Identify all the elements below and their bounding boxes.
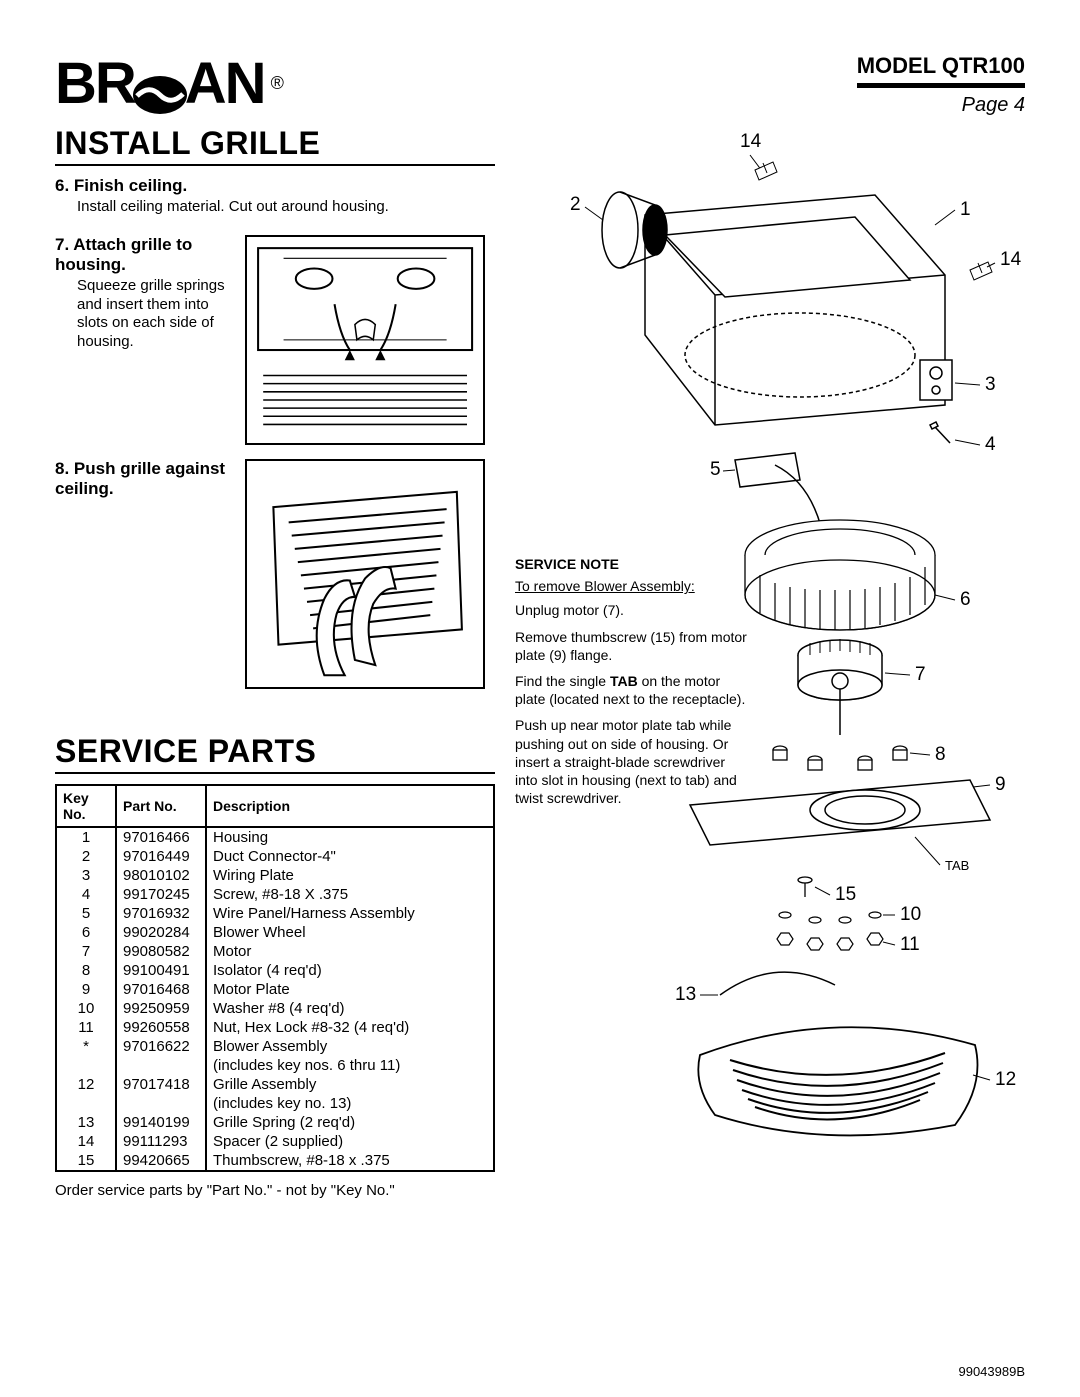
- step-8: 8. Push grille against ceiling.: [55, 459, 495, 689]
- service-note-p3: Find the single TAB on the motor plate (…: [515, 672, 750, 708]
- table-row: (includes key no. 13): [56, 1094, 494, 1113]
- step-8-illustration: [245, 459, 485, 689]
- col-part: Part No.: [116, 785, 206, 827]
- table-row: 197016466Housing: [56, 827, 494, 847]
- callout-6: 6: [960, 589, 971, 610]
- table-row: 997016468Motor Plate: [56, 980, 494, 999]
- service-note-p1: Unplug motor (7).: [515, 601, 750, 619]
- brand-text-1: BR: [55, 50, 135, 117]
- callout-8: 8: [935, 744, 946, 765]
- col-key: Key No.: [56, 785, 116, 827]
- install-grille-heading: INSTALL GRILLE: [55, 125, 495, 166]
- tab-label: TAB: [945, 858, 969, 873]
- brand-wave-icon: [131, 63, 189, 105]
- table-row: 899100491Isolator (4 req'd): [56, 961, 494, 980]
- callout-5: 5: [710, 459, 721, 480]
- callout-11: 11: [900, 934, 920, 955]
- left-column: INSTALL GRILLE 6. Finish ceiling. Instal…: [55, 125, 495, 1199]
- col-desc: Description: [206, 785, 494, 827]
- service-note-subtitle: To remove Blower Assembly:: [515, 577, 750, 595]
- table-row: *97016622Blower Assembly: [56, 1037, 494, 1056]
- step-7-body: Squeeze grille springs and insert them i…: [77, 277, 235, 352]
- service-note: SERVICE NOTE To remove Blower Assembly: …: [515, 555, 750, 815]
- table-row: 1499111293Spacer (2 supplied): [56, 1132, 494, 1151]
- table-row: 1297017418Grille Assembly: [56, 1075, 494, 1094]
- service-note-title: SERVICE NOTE: [515, 555, 750, 573]
- step-7-title: 7. Attach grille to housing.: [55, 235, 235, 275]
- page-header: BR AN ® MODEL QTR100 Page 4: [55, 50, 1025, 117]
- step-7-illustration: [245, 235, 485, 445]
- callout-12: 12: [995, 1069, 1016, 1090]
- table-row: (includes key nos. 6 thru 11): [56, 1056, 494, 1075]
- order-note: Order service parts by "Part No." - not …: [55, 1182, 495, 1199]
- callout-13: 13: [675, 984, 696, 1005]
- document-number: 99043989B: [958, 1364, 1025, 1379]
- page-number: Page 4: [857, 94, 1025, 117]
- table-row: 1099250959Washer #8 (4 req'd): [56, 999, 494, 1018]
- callout-9: 9: [995, 774, 1006, 795]
- callout-3: 3: [985, 374, 996, 395]
- right-column: 14 1 2 14: [515, 125, 1025, 1199]
- callout-7: 7: [915, 664, 926, 685]
- parts-table: Key No. Part No. Description 197016466Ho…: [55, 784, 495, 1172]
- service-note-p4: Push up near motor plate tab while pushi…: [515, 716, 750, 807]
- step-6-body: Install ceiling material. Cut out around…: [77, 198, 495, 217]
- callout-1: 1: [960, 199, 971, 220]
- step-6-title: 6. Finish ceiling.: [55, 176, 495, 196]
- brand-logo: BR AN ®: [55, 50, 282, 117]
- table-row: 699020284Blower Wheel: [56, 923, 494, 942]
- model-block: MODEL QTR100 Page 4: [857, 53, 1025, 117]
- step-7: 7. Attach grille to housing. Squeeze gri…: [55, 235, 495, 445]
- table-row: 1599420665Thumbscrew, #8-18 x .375: [56, 1151, 494, 1171]
- model-number: MODEL QTR100: [857, 53, 1025, 88]
- callout-10: 10: [900, 904, 921, 925]
- callout-14a: 14: [740, 131, 762, 152]
- service-note-p2: Remove thumbscrew (15) from motor plate …: [515, 628, 750, 664]
- brand-text-2: AN: [185, 50, 265, 117]
- table-row: 499170245Screw, #8-18 X .375: [56, 885, 494, 904]
- callout-2: 2: [570, 194, 581, 215]
- callout-15: 15: [835, 884, 856, 905]
- step-8-title: 8. Push grille against ceiling.: [55, 459, 235, 499]
- table-row: 297016449Duct Connector-4": [56, 847, 494, 866]
- callout-14b: 14: [1000, 249, 1022, 270]
- table-row: 1399140199Grille Spring (2 req'd): [56, 1113, 494, 1132]
- table-row: 398010102Wiring Plate: [56, 866, 494, 885]
- table-row: 799080582Motor: [56, 942, 494, 961]
- table-row: 597016932Wire Panel/Harness Assembly: [56, 904, 494, 923]
- registered-icon: ®: [271, 73, 282, 94]
- callout-4: 4: [985, 434, 996, 455]
- table-row: 1199260558Nut, Hex Lock #8-32 (4 req'd): [56, 1018, 494, 1037]
- service-parts-heading: SERVICE PARTS: [55, 733, 495, 774]
- step-6: 6. Finish ceiling. Install ceiling mater…: [55, 176, 495, 217]
